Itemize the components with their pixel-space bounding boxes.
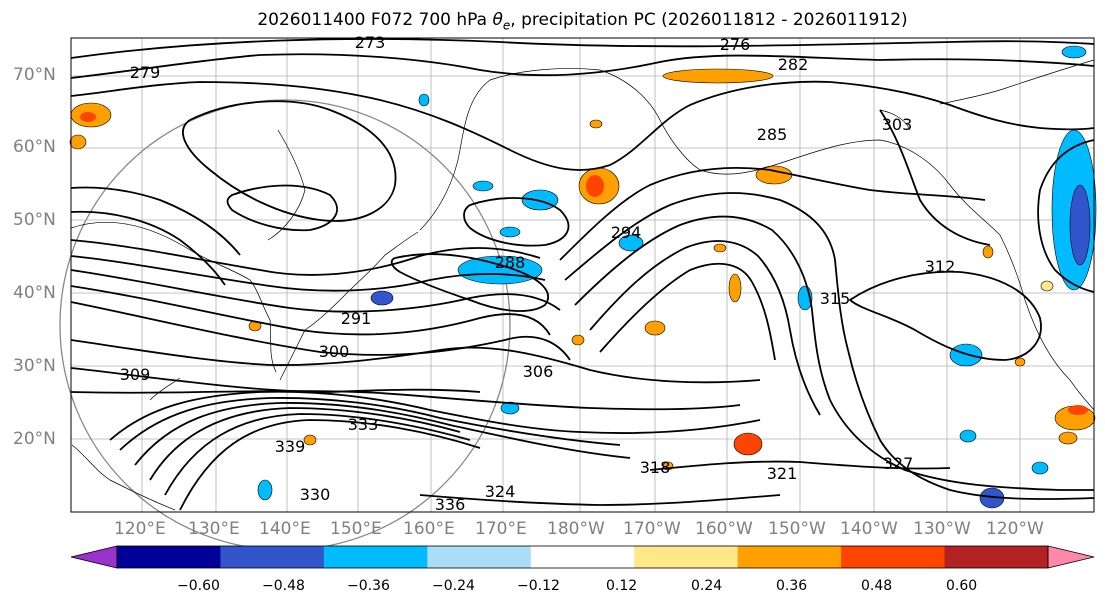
colorbar-segment — [220, 546, 325, 568]
theta-e-contours — [70, 38, 1095, 511]
lon-label: 140°E — [259, 519, 311, 539]
lon-label: 160°W — [695, 519, 753, 539]
lat-label: 60°N — [13, 137, 56, 157]
contour-label: 273 — [355, 33, 386, 52]
contour-label: 303 — [882, 115, 913, 134]
lon-label: 120°W — [986, 519, 1044, 539]
colorbar-segment — [634, 546, 739, 568]
contour-label: 300 — [319, 342, 350, 361]
colorbar-tick-label: 0.60 — [946, 578, 978, 594]
contour-label: 318 — [640, 458, 671, 477]
contour-label: 285 — [757, 125, 788, 144]
lon-label: 130°W — [913, 519, 971, 539]
lat-label: 40°N — [13, 283, 56, 303]
title-theta: θ — [492, 10, 503, 30]
contour-label: 327 — [883, 454, 914, 473]
colorbar-tick-label: −0.36 — [347, 578, 390, 594]
colorbar-segment — [737, 546, 842, 568]
graticule — [71, 38, 1094, 512]
colorbar-segment — [841, 546, 946, 568]
contour-label: 282 — [778, 55, 809, 74]
contour-label: 336 — [435, 495, 466, 514]
lat-label: 50°N — [13, 210, 56, 230]
colorbar-tick-label: 0.48 — [861, 578, 893, 594]
colorbar-segment — [944, 546, 1049, 568]
lon-label: 170°E — [475, 519, 527, 539]
contour-label: 309 — [120, 365, 151, 384]
lon-label: 170°W — [623, 519, 681, 539]
title-suffix: , precipitation PC (2026011812 - 2026011… — [510, 10, 908, 30]
lon-label: 120°E — [114, 519, 166, 539]
colorbar-segment — [323, 546, 428, 568]
colorbar-tick-label: 0.24 — [691, 578, 723, 594]
contour-label: 288 — [495, 253, 526, 272]
lon-label: 130°E — [188, 519, 240, 539]
contour-label: 276 — [720, 35, 751, 54]
lat-label: 70°N — [13, 65, 56, 85]
colorbar-segment — [117, 546, 221, 568]
lon-label: 150°E — [330, 519, 382, 539]
colorbar-segment — [427, 546, 532, 568]
colorbar-extend-max — [1047, 545, 1095, 569]
map-title: 2026011400 F072 700 hPa θe, precipitatio… — [0, 10, 1105, 32]
colorbar-tick-label: −0.60 — [177, 578, 220, 594]
colorbar — [70, 545, 1095, 569]
lon-label: 180°W — [547, 519, 605, 539]
colorbar-tick-label: −0.48 — [262, 578, 305, 594]
colorbar-tick-label: 0.12 — [606, 578, 638, 594]
lon-label: 160°E — [403, 519, 455, 539]
colorbar-extend-min — [70, 545, 118, 569]
contour-label: 294 — [611, 223, 642, 242]
contour-label: 339 — [275, 437, 306, 456]
colorbar-tick-label: −0.12 — [517, 578, 560, 594]
lat-label: 20°N — [13, 429, 56, 449]
title-theta-subscript: e — [502, 18, 511, 33]
contour-label: 324 — [485, 482, 516, 501]
colorbar-segment — [530, 546, 635, 568]
contour-label: 330 — [300, 485, 331, 504]
contour-label: 321 — [767, 464, 798, 483]
lon-label: 150°W — [768, 519, 826, 539]
title-prefix: 2026011400 F072 700 hPa — [257, 10, 493, 30]
contour-label: 279 — [130, 63, 161, 82]
colorbar-tick-label: 0.36 — [776, 578, 808, 594]
lon-label: 140°W — [840, 519, 898, 539]
contour-label: 306 — [523, 362, 554, 381]
contour-labels: 273 276 279 282 285 288 291 294 300 303 … — [120, 33, 956, 514]
lat-label: 30°N — [13, 356, 56, 376]
contour-label: 291 — [341, 309, 372, 328]
map-frame — [70, 37, 1095, 513]
contour-label: 333 — [348, 415, 379, 434]
contour-label: 312 — [925, 257, 956, 276]
colorbar-frame — [116, 545, 1049, 569]
colorbar-tick-label: −0.24 — [432, 578, 475, 594]
contour-label: 315 — [820, 289, 851, 308]
